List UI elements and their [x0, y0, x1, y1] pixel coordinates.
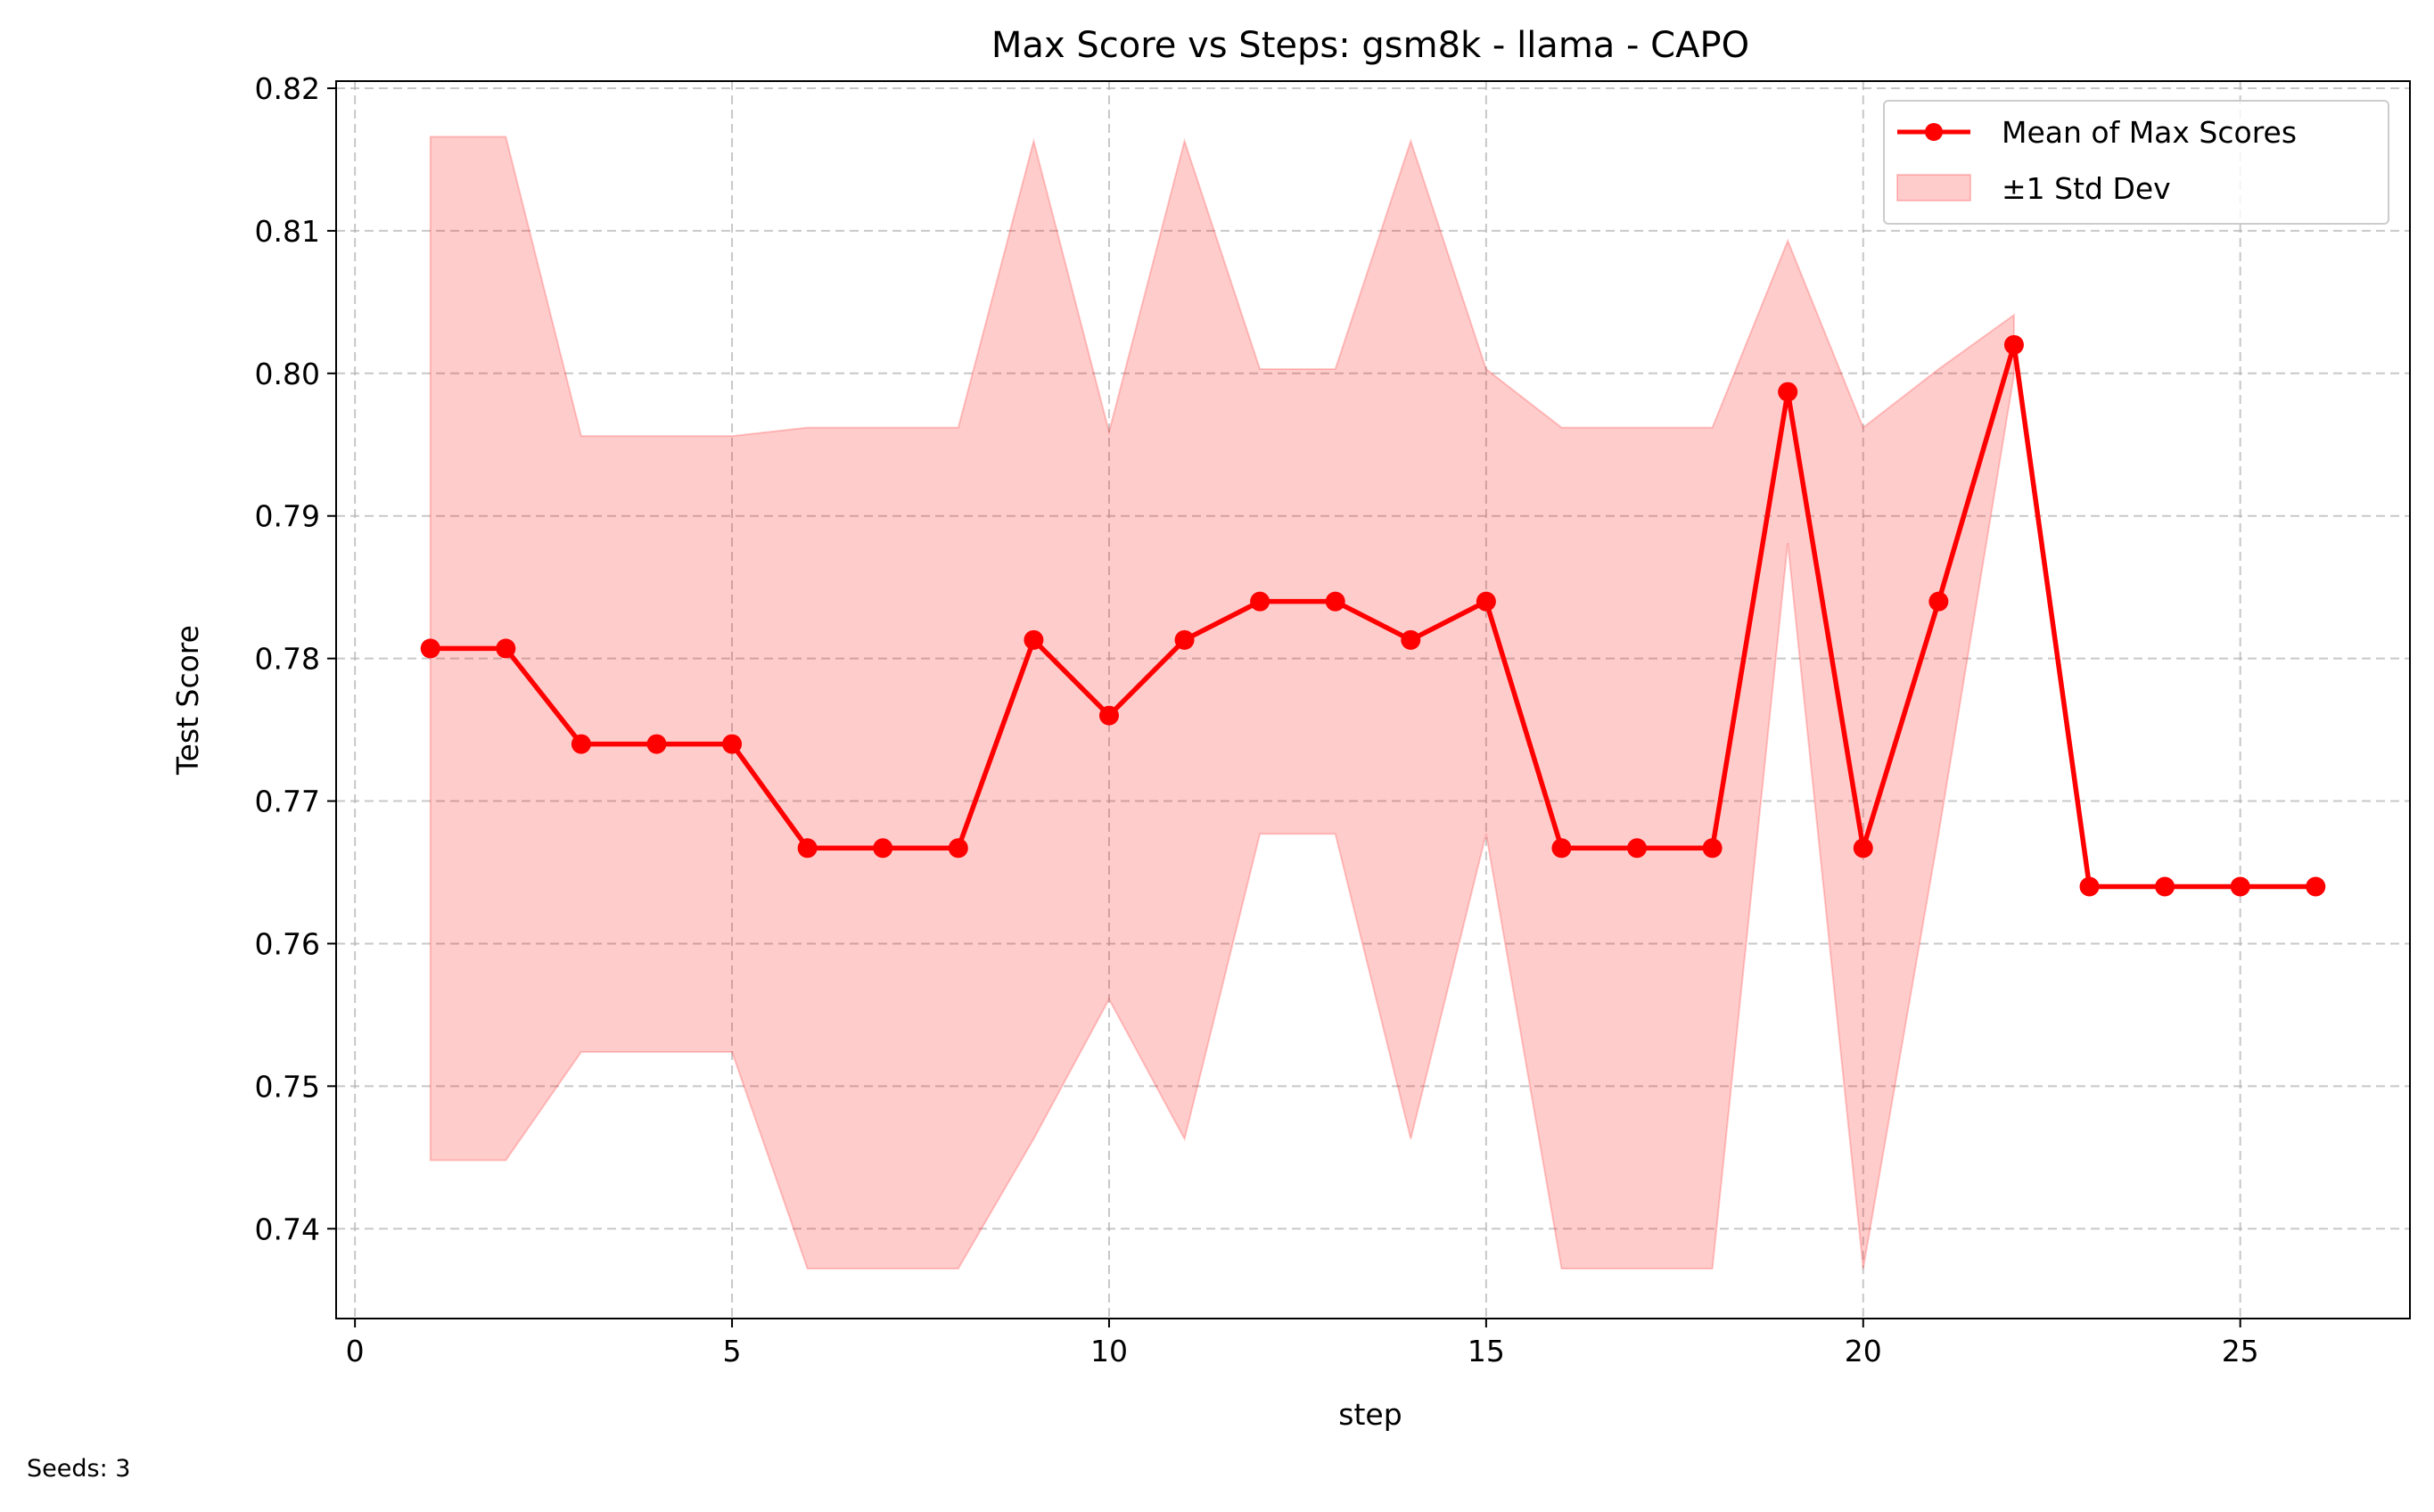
mean-line: [430, 342, 2316, 890]
y-tick-label: 0.74: [255, 1212, 320, 1246]
y-tick-label: 0.81: [255, 214, 320, 249]
y-tick-label: 0.76: [255, 926, 320, 961]
std-dev-band: [429, 136, 2015, 1270]
data-point: [1627, 838, 1648, 859]
data-point: [873, 838, 893, 859]
data-point: [1551, 838, 1572, 859]
x-tick-label: 15: [1468, 1334, 1505, 1368]
legend-marker-swatch: [1925, 123, 1943, 141]
data-point: [2306, 876, 2326, 897]
data-point: [1024, 629, 1044, 650]
data-point: [2079, 876, 2100, 897]
data-point: [1401, 629, 1421, 650]
y-tick-label: 0.77: [255, 785, 320, 819]
x-tick-label: 20: [1845, 1334, 1882, 1368]
grid: [336, 81, 2410, 1319]
y-tick-label: 0.82: [255, 71, 320, 106]
y-tick-label: 0.80: [255, 357, 320, 391]
data-point: [496, 638, 516, 659]
y-tick-label: 0.78: [255, 642, 320, 677]
y-axis: 0.74 0.75 0.76 0.77 0.78 0.79 0.80 0.81 0.82: [255, 71, 336, 1246]
data-point: [1778, 382, 1798, 402]
std-dev-area: [429, 136, 2015, 1270]
data-point: [948, 838, 968, 859]
data-point: [2155, 876, 2175, 897]
y-axis-label: Test Score: [170, 625, 205, 776]
data-point: [2230, 876, 2250, 897]
data-point: [797, 838, 818, 859]
y-tick-label: 0.75: [255, 1069, 320, 1104]
legend-label-std: ±1 Std Dev: [2002, 171, 2171, 206]
data-point: [646, 734, 667, 754]
data-point: [420, 638, 440, 659]
legend-label-mean: Mean of Max Scores: [2002, 115, 2297, 150]
legend: Mean of Max Scores ±1 Std Dev: [1883, 100, 2389, 225]
data-point: [1702, 838, 1723, 859]
seeds-note: Seeds: 3: [27, 1455, 131, 1483]
data-point: [2003, 334, 2024, 355]
data-point: [1174, 629, 1195, 650]
data-point: [722, 734, 743, 754]
data-point: [1853, 838, 1873, 859]
x-axis: 0 5 10 15 20 25: [346, 1319, 2259, 1368]
data-point: [1928, 591, 1949, 612]
x-tick-label: 0: [346, 1334, 365, 1368]
legend-band-swatch: [1896, 174, 1971, 201]
data-point: [1476, 591, 1496, 612]
chart-title: Max Score vs Steps: gsm8k - llama - CAPO: [991, 25, 1749, 66]
data-point: [1250, 591, 1270, 612]
data-point: [571, 734, 591, 754]
y-tick-label: 0.79: [255, 499, 320, 534]
legend-box: [1883, 100, 2389, 225]
data-point: [1325, 591, 1345, 612]
x-tick-label: 10: [1090, 1334, 1128, 1368]
x-tick-label: 25: [2222, 1334, 2259, 1368]
plot-area-frame: [335, 80, 2411, 1319]
mean-line-series: [420, 334, 2326, 897]
data-point: [1098, 705, 1119, 726]
x-tick-label: 5: [723, 1334, 742, 1368]
x-axis-label: step: [1338, 1397, 1402, 1432]
